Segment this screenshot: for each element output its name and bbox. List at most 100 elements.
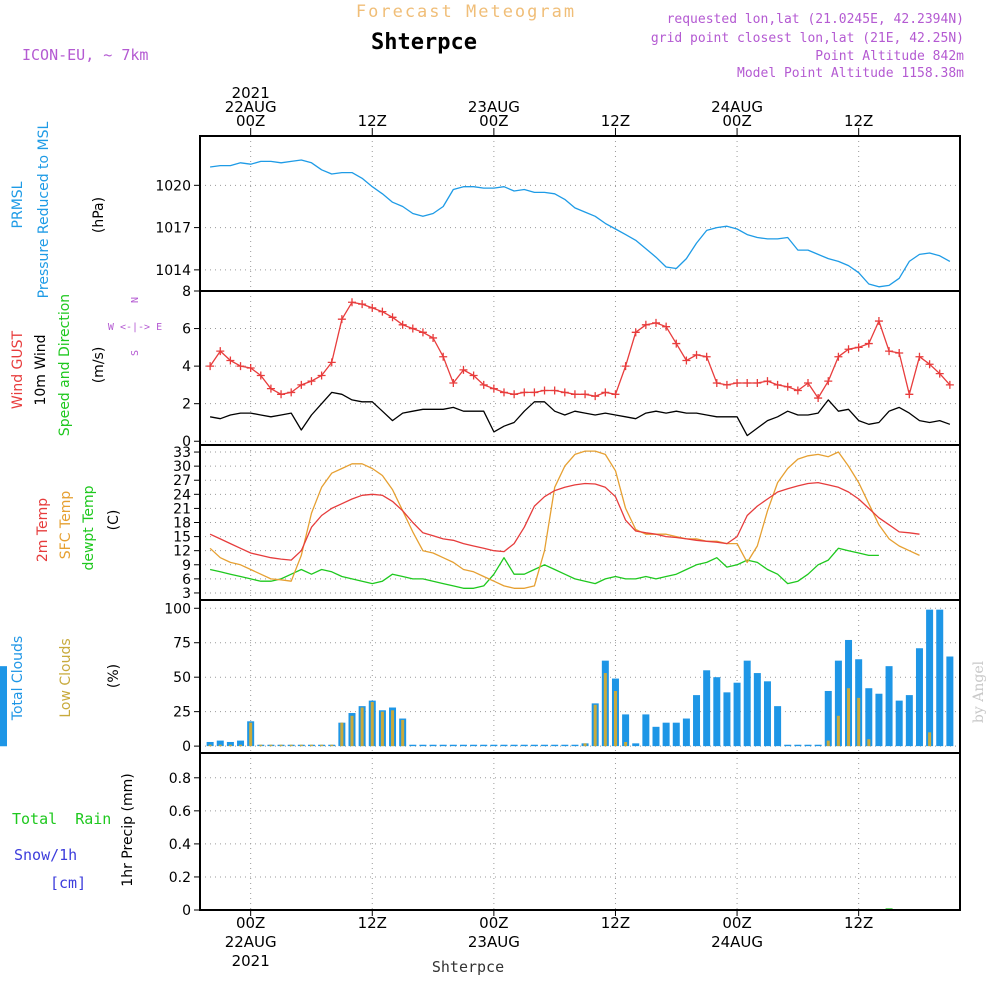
low-cloud-bar bbox=[208, 744, 212, 747]
gust-marker bbox=[520, 388, 529, 397]
low-cloud-bar bbox=[867, 739, 871, 747]
gust-marker bbox=[266, 384, 275, 393]
total-cloud-bar bbox=[551, 744, 559, 747]
gust-marker bbox=[712, 379, 721, 388]
total-cloud-bar bbox=[682, 718, 690, 747]
y-tick-label: 0 bbox=[182, 434, 191, 450]
gust-marker bbox=[905, 390, 914, 399]
x-tick-label-top: 12Z bbox=[844, 112, 873, 130]
x-tick-label-bottom: 24AUG bbox=[711, 933, 763, 951]
credit-watermark: by Angel bbox=[971, 660, 987, 723]
footer-location: Shterpce bbox=[432, 958, 504, 976]
gust-marker bbox=[388, 313, 397, 322]
gust-marker bbox=[601, 388, 610, 397]
gust-marker bbox=[408, 324, 417, 333]
gust-marker bbox=[459, 365, 468, 374]
x-tick-label-bottom: 00Z bbox=[236, 914, 265, 932]
total-rain-label: Total Rain bbox=[12, 810, 111, 828]
total-cloud-bar bbox=[226, 741, 234, 747]
low-cloud-bar bbox=[836, 715, 840, 747]
low-cloud-bar bbox=[299, 744, 303, 747]
grid-lines bbox=[200, 136, 960, 911]
pressure-axis-labels: PRMSL Pressure Reduced to MSL (hPa) bbox=[10, 121, 107, 298]
total-cloud-bar bbox=[652, 726, 660, 747]
gust-marker bbox=[307, 377, 316, 386]
low-cloud-bar bbox=[320, 744, 324, 747]
gust-marker bbox=[864, 339, 873, 348]
gust-marker bbox=[783, 382, 792, 391]
axis-ticks: 1014101710200246836912151821242730330255… bbox=[155, 84, 873, 970]
low-cloud-bar bbox=[624, 741, 628, 747]
grid-coords: grid point closest lon,lat (21E, 42.25N) bbox=[651, 31, 964, 46]
compass-we: W <-|-> E bbox=[108, 322, 162, 333]
y-tick-label: 6 bbox=[182, 572, 191, 588]
gust-marker bbox=[844, 345, 853, 354]
y-tick-label: 30 bbox=[173, 459, 191, 475]
gust-marker bbox=[378, 307, 387, 316]
low-cloud-bar bbox=[857, 697, 861, 747]
snow-label: Snow/1h bbox=[14, 846, 77, 864]
gust-marker bbox=[611, 390, 620, 399]
low-cloud-bar bbox=[269, 744, 273, 747]
x-tick-label-top: 24AUG bbox=[711, 98, 763, 116]
y-tick-label: 9 bbox=[182, 558, 191, 574]
x-tick-label-bottom: 00Z bbox=[479, 914, 508, 932]
temp-axis-labels: 2m Temp SFC Temp dewpt Temp (C) bbox=[35, 485, 122, 570]
temp-dewpt-label: dewpt Temp bbox=[81, 485, 97, 570]
y-tick-label: 6 bbox=[182, 322, 191, 338]
total-cloud-bar bbox=[480, 744, 488, 747]
wind-10m-label: 10m Wind bbox=[33, 334, 49, 405]
gust-marker bbox=[824, 377, 833, 386]
y-tick-label: 0 bbox=[182, 903, 191, 919]
y-tick-label: 0.4 bbox=[169, 837, 191, 853]
gust-marker bbox=[560, 388, 569, 397]
gust-marker bbox=[256, 371, 265, 380]
gust-marker bbox=[753, 379, 762, 388]
low-cloud-bar bbox=[603, 673, 607, 747]
temp-sfc-label: SFC Temp bbox=[58, 491, 74, 560]
low-cloud-bar bbox=[613, 690, 617, 747]
total-cloud-bar bbox=[834, 660, 842, 747]
total-cloud-bar bbox=[216, 740, 224, 747]
compass-s: S bbox=[130, 350, 141, 356]
x-tick-label-top: 23AUG bbox=[468, 98, 520, 116]
data-layer bbox=[0, 159, 954, 911]
y-tick-label: 21 bbox=[173, 501, 191, 517]
low-cloud-bar bbox=[309, 744, 313, 747]
total-cloud-bar bbox=[449, 744, 457, 747]
x-tick-label-top: 00Z bbox=[479, 112, 508, 130]
total-cloud-bar bbox=[490, 744, 498, 747]
gust-marker bbox=[540, 386, 549, 395]
total-cloud-bar bbox=[541, 744, 549, 747]
gust-marker bbox=[662, 322, 671, 331]
temp-2m-label: 2m Temp bbox=[35, 498, 51, 562]
gust-marker bbox=[763, 377, 772, 386]
low-cloud-bar bbox=[279, 744, 283, 747]
gust-marker bbox=[479, 380, 488, 389]
gust-marker bbox=[489, 384, 498, 393]
gust-marker bbox=[236, 362, 245, 371]
x-tick-label-top: 2021 bbox=[232, 84, 270, 102]
low-cloud-bar bbox=[928, 732, 932, 747]
y-tick-label: 33 bbox=[173, 445, 191, 461]
requested-coords: requested lon,lat (21.0245E, 42.2394N) bbox=[667, 12, 964, 27]
gust-marker bbox=[672, 339, 681, 348]
total-cloud-bar bbox=[885, 666, 893, 747]
total-cloud-bar bbox=[571, 744, 579, 747]
panel-frame-precip bbox=[199, 752, 961, 911]
total-cloud-bar bbox=[530, 744, 538, 747]
low-cloud-bar bbox=[583, 743, 587, 747]
x-tick-label-top: 22AUG bbox=[225, 98, 277, 116]
total-cloud-bar bbox=[814, 744, 822, 747]
low-cloud-bar bbox=[218, 744, 222, 747]
gust-marker bbox=[854, 343, 863, 352]
y-tick-label: 75 bbox=[173, 636, 191, 652]
temp-2m-line bbox=[209, 481, 920, 561]
gust-marker bbox=[945, 380, 954, 389]
gust-marker bbox=[348, 298, 356, 307]
gust-marker bbox=[682, 356, 691, 365]
y-tick-label: 0.6 bbox=[169, 804, 191, 820]
y-tick-label: 12 bbox=[173, 544, 191, 560]
gust-marker bbox=[358, 300, 367, 309]
